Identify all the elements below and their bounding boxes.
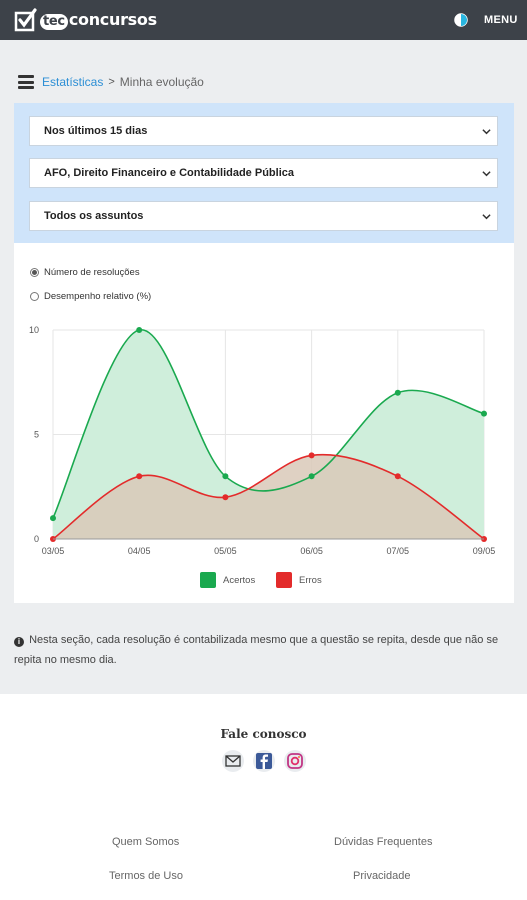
radio-relative-label: Desempenho relativo (%): [44, 291, 152, 302]
info-note-text: Nesta seção, cada resolução é contabiliz…: [14, 634, 499, 666]
breadcrumb-current: Minha evolução: [119, 75, 204, 89]
footer-link-termos[interactable]: Termos de Uso: [109, 870, 183, 882]
y-tick-label: 0: [34, 534, 39, 544]
topic-select[interactable]: Todos os assuntos: [29, 201, 498, 231]
data-point-erros: [308, 452, 315, 459]
footer: Fale conosco Quem Somos Dúvidas Frequent…: [0, 694, 527, 900]
contrast-icon[interactable]: [454, 13, 468, 27]
chevron-down-icon: [482, 171, 491, 177]
series-line-erros: [52, 453, 485, 540]
data-point-acertos: [394, 389, 401, 396]
filter-panel: Nos últimos 15 dias AFO, Direito Finance…: [14, 103, 514, 243]
x-tick-label: 04/05: [128, 546, 151, 556]
email-icon[interactable]: [222, 750, 244, 772]
topic-select-value: Todos os assuntos: [44, 210, 144, 222]
contact-title: Fale conosco: [220, 727, 307, 741]
x-tick-label: 07/05: [387, 546, 410, 556]
legend-label-erros: Erros: [299, 575, 322, 586]
radio-relative-dot[interactable]: [30, 292, 39, 301]
x-tick-label: 05/05: [214, 546, 237, 556]
data-point-erros: [394, 473, 401, 480]
info-note: i Nesta seção, cada resolução é contabil…: [14, 630, 514, 670]
data-point-acertos: [481, 410, 487, 417]
instagram-icon[interactable]: [284, 750, 306, 772]
chevron-down-icon: [482, 214, 491, 220]
series-area-erros: [53, 454, 484, 539]
data-point-acertos: [50, 515, 56, 522]
x-tick-label: 03/05: [42, 546, 65, 556]
footer-link-privacidade[interactable]: Privacidade: [353, 870, 411, 882]
breadcrumb-separator: >: [108, 76, 115, 88]
radio-count-label: Número de resoluções: [44, 267, 140, 278]
data-point-acertos: [136, 327, 143, 333]
subject-select-value: AFO, Direito Financeiro e Contabilidade …: [44, 167, 294, 179]
breadcrumb: Estatísticas > Minha evolução: [18, 72, 204, 92]
data-point-erros: [222, 494, 229, 501]
y-tick-label: 10: [29, 325, 39, 335]
chart-card: Número de resoluções Desempenho relativo…: [14, 243, 514, 603]
breadcrumb-link-estatisticas[interactable]: Estatísticas: [42, 75, 104, 89]
top-bar: tec concursos MENU: [0, 0, 527, 40]
menu-button[interactable]: MENU: [484, 14, 518, 26]
hamburger-icon[interactable]: [18, 75, 34, 89]
x-tick-label: 06/05: [300, 546, 323, 556]
legend-swatch-acertos: [200, 572, 216, 588]
footer-link-duvidas[interactable]: Dúvidas Frequentes: [334, 836, 433, 848]
period-select-value: Nos últimos 15 dias: [44, 125, 148, 137]
data-point-erros: [136, 473, 143, 480]
logo-check-icon: [14, 8, 37, 32]
logo-text: tec concursos: [40, 10, 157, 30]
facebook-icon[interactable]: [253, 750, 275, 772]
subject-select[interactable]: AFO, Direito Financeiro e Contabilidade …: [29, 158, 498, 188]
data-point-acertos: [308, 473, 315, 480]
x-tick-label: 09/05: [473, 546, 496, 556]
footer-link-quem-somos[interactable]: Quem Somos: [112, 836, 180, 848]
y-tick-label: 5: [34, 430, 39, 440]
info-icon: i: [14, 637, 24, 647]
logo[interactable]: tec concursos: [14, 7, 157, 33]
radio-relative[interactable]: Desempenho relativo (%): [30, 291, 151, 302]
legend-label-acertos: Acertos: [223, 575, 255, 586]
evolution-chart: 0 5 10 03/05 04/05 05/05 06/05 07/05 09/05 Acerto…: [29, 325, 496, 588]
chevron-down-icon: [482, 129, 491, 135]
period-select[interactable]: Nos últimos 15 dias: [29, 116, 498, 146]
legend-swatch-erros: [276, 572, 292, 588]
data-point-acertos: [222, 473, 229, 480]
radio-count[interactable]: Número de resoluções: [30, 267, 140, 278]
radio-count-dot[interactable]: [30, 268, 39, 277]
